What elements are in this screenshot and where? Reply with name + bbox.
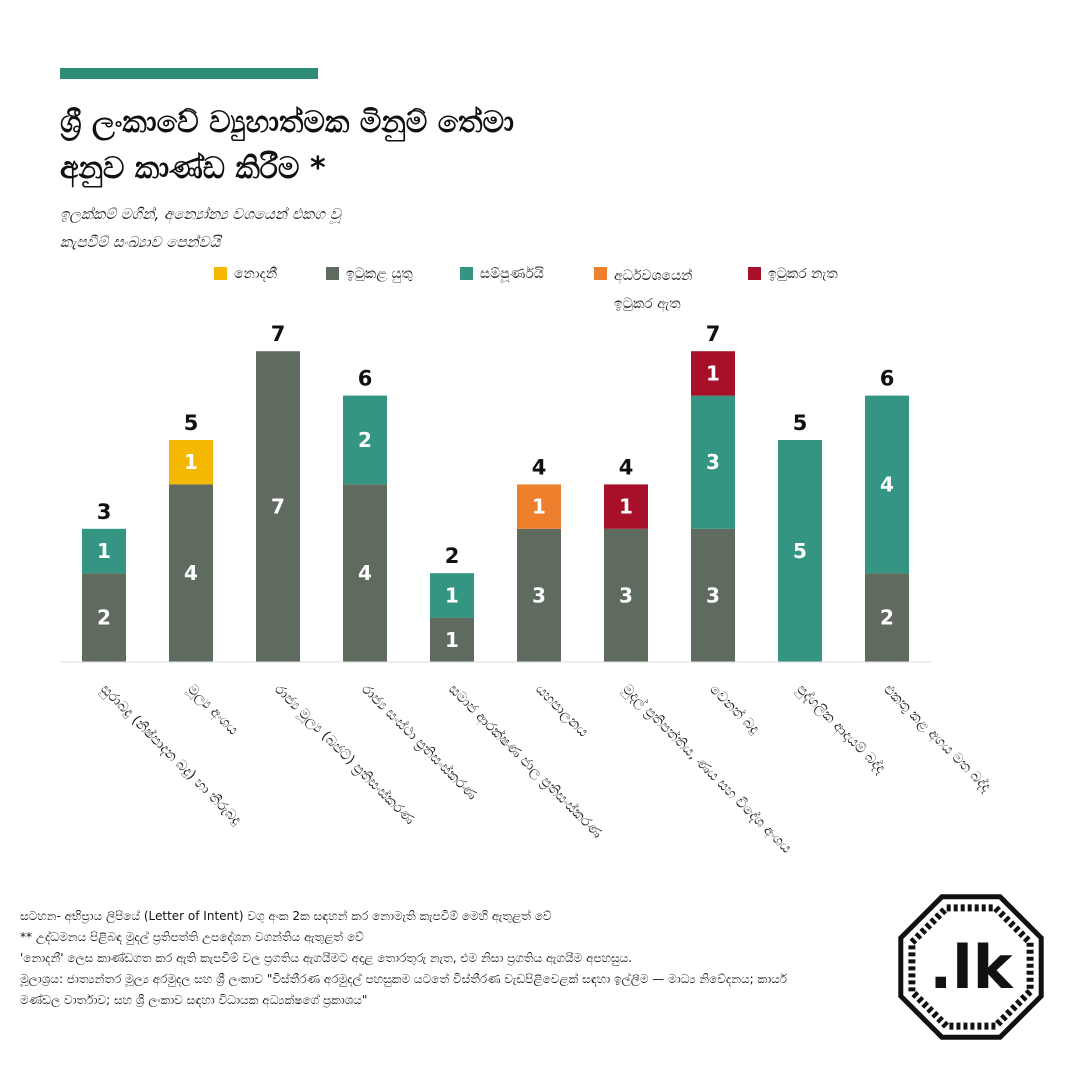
bar-segment xyxy=(430,617,474,662)
bar-value-label: 3 xyxy=(532,583,546,607)
bar-segment xyxy=(82,528,126,574)
logo-outer-polygon xyxy=(898,894,1044,1040)
title-line-2: අනුව කාණ්ඩ කිරීම * xyxy=(60,151,326,186)
legend-label-to-be-done: ඉටුකළ යුතු xyxy=(346,266,413,282)
bar-segment xyxy=(517,484,561,529)
bar-segment xyxy=(691,528,735,662)
bar-value-label: 1 xyxy=(532,495,546,519)
bar-total-label: 2 xyxy=(445,544,460,568)
bar-value-label: 4 xyxy=(358,561,372,585)
category-label: මූල්‍ය අංශය xyxy=(183,682,241,740)
legend-swatch-completed xyxy=(460,267,473,280)
bar-segment xyxy=(169,484,213,662)
subtitle-line-1: ඉලක්කම් මගින්, අන්‍යෝන්‍ය වශයෙන් එකග වූ xyxy=(60,205,341,223)
category-label: මුදල් ප්‍රතිපත්තිය, ණය සහ විදේශ අංශය xyxy=(618,681,794,857)
category-label: රාජ්‍ය මූල්‍ය (බජට්) ප්‍රතිසංස්කරණ xyxy=(271,681,418,828)
category-label: වෙනත් බදු xyxy=(706,681,762,737)
bar-segment xyxy=(517,528,561,662)
bar-value-label: 1 xyxy=(445,583,459,607)
footnote-line: ** උද්ධමනය පිළිබඳ මුදල් ප්‍රතිපත්ති උපදේ… xyxy=(20,930,364,944)
footnote-line: සටහන- අභිප්‍රාය ලිපියේ (Letter of Intent… xyxy=(20,909,552,923)
bars-group: 2 1 3 4 1 5 7 7 4 2 6 1 1 2 3 1 4 3 1 4 3 3 1 7 5 5 2 4 6 xyxy=(82,322,909,662)
bar-total-label: 5 xyxy=(793,411,808,435)
legend-label-not-done: ඉටුකර නැත xyxy=(768,266,838,282)
source-line: මූලාශ්‍රය: ජාත්‍යන්තර මූල්‍ය අරමුදල සහ ශ… xyxy=(20,972,788,1007)
bar-segment xyxy=(604,528,648,662)
legend-swatch-unknown xyxy=(214,267,227,280)
lk-logo: .lk xyxy=(898,894,1044,1040)
bar-value-label: 4 xyxy=(184,561,198,585)
bar-segment xyxy=(343,484,387,662)
stacked-bar-chart: 2 1 3 4 1 5 7 7 4 2 6 1 1 2 3 1 4 3 1 4 3 3 1 7 5 5 2 4 6 සුරාබදු (න… xyxy=(60,322,994,857)
bar-segment xyxy=(256,351,300,662)
bar-total-label: 6 xyxy=(880,367,895,391)
category-labels-group: සුරාබදු (නිෂ්පාදන බදු) හා තීරුබදුමූල්‍ය … xyxy=(97,681,994,857)
legend-label-partially-done: අර්ධවශයෙන් ඉටුකර ඇත xyxy=(614,268,693,312)
bar-segment xyxy=(865,395,909,574)
legend-label-unknown: නොදනී xyxy=(234,266,278,282)
bar-segment xyxy=(430,573,474,618)
logo-pattern-ring xyxy=(908,904,1034,1030)
bar-total-label: 3 xyxy=(97,500,112,524)
title-line-1: ශ්‍රී ලංකාවේ ව්‍යුහාත්මක මිනුම් තේමා xyxy=(60,105,514,140)
bar-value-label: 2 xyxy=(880,606,894,630)
bar-value-label: 3 xyxy=(706,583,720,607)
legend-swatch-not-done xyxy=(748,267,761,280)
bar-value-label: 1 xyxy=(706,361,720,385)
legend-swatch-to-be-done xyxy=(326,267,339,280)
bar-total-label: 4 xyxy=(619,455,634,479)
bar-value-label: 1 xyxy=(97,539,111,563)
bar-total-label: 7 xyxy=(706,322,721,346)
bar-segment xyxy=(778,440,822,662)
bar-value-label: 2 xyxy=(358,428,372,452)
bar-value-label: 1 xyxy=(619,495,633,519)
bar-total-label: 6 xyxy=(358,367,373,391)
category-label: සුරාබදු (නිෂ්පාදන බදු) හා තීරුබදු xyxy=(97,681,245,829)
bar-value-label: 1 xyxy=(445,628,459,652)
bar-value-label: 4 xyxy=(880,472,894,496)
accent-rule xyxy=(60,68,318,79)
bar-segment xyxy=(604,484,648,529)
bar-segment xyxy=(343,395,387,485)
bar-value-label: 5 xyxy=(793,539,807,563)
bar-value-label: 3 xyxy=(619,583,633,607)
category-label: සමාජ ආරක්ෂණ ජාල ප්‍රතිසංස්කරණ xyxy=(444,681,605,842)
bar-value-label: 2 xyxy=(97,606,111,630)
bar-segment xyxy=(865,573,909,662)
chart-subtitle: ඉලක්කම් මගින්, අන්‍යෝන්‍ය වශයෙන් එකග වූ … xyxy=(60,200,480,256)
logo-text: .lk xyxy=(929,933,1014,1003)
bar-segment xyxy=(169,440,213,485)
bar-total-label: 4 xyxy=(532,455,547,479)
footnotes: සටහන- අභිප්‍රාය ලිපියේ (Letter of Intent… xyxy=(20,906,810,1011)
bar-value-label: 3 xyxy=(706,450,720,474)
legend-label-completed: සම්පූර්ණයි xyxy=(480,266,544,282)
bar-segment xyxy=(82,573,126,662)
legend-swatch-partially-done xyxy=(594,267,607,280)
bar-total-label: 5 xyxy=(184,411,199,435)
bar-total-label: 7 xyxy=(271,322,286,346)
category-label: යහපාලනය xyxy=(532,682,591,741)
bar-value-label: 7 xyxy=(271,495,285,519)
bar-segment xyxy=(691,395,735,529)
category-label: පුද්ගලික ආදායම් බද්ද xyxy=(792,681,888,777)
bar-value-label: 1 xyxy=(184,450,198,474)
subtitle-line-2: කැපවීම් සංඛ්‍යාව පෙන්වයි xyxy=(60,233,221,251)
category-label: එකතු කළ අගය මත බද්ද xyxy=(879,681,993,795)
footnote-line: 'නොදනී' ලෙස කාණ්ඩගත කර ඇති කැපවීම් වල ප්… xyxy=(20,951,633,965)
chart-title: ශ්‍රී ලංකාවේ ව්‍යුහාත්මක මිනුම් තේමා අනු… xyxy=(60,100,700,192)
legend: නොදනී ඉටුකළ යුතු සම්පූර්ණයි අර්ධවශයෙන් ඉ… xyxy=(0,262,1080,322)
bar-segment xyxy=(691,351,735,396)
